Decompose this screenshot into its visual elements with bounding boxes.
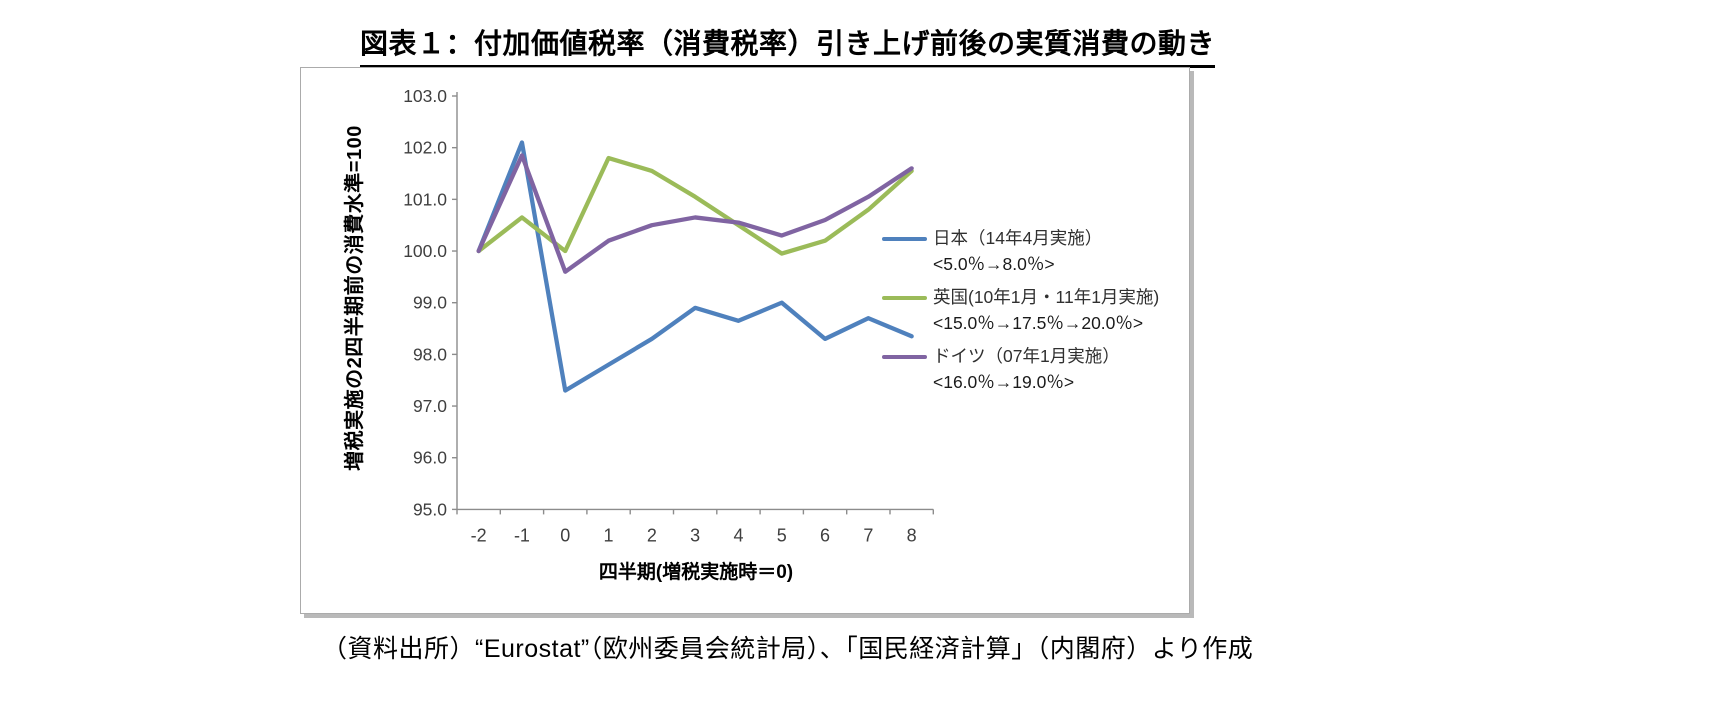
x-tick-label: -1 <box>514 525 530 545</box>
y-tick-label: 96.0 <box>413 448 447 468</box>
x-tick-label: 2 <box>647 525 657 545</box>
x-tick-label: 4 <box>733 525 743 545</box>
y-tick-label: 97.0 <box>413 396 447 416</box>
x-tick-label: 1 <box>604 525 614 545</box>
chart-container: 103.0 102.0 101.0 100.0 99.0 98.0 97.0 96.0 95.0… <box>300 67 1190 614</box>
line-chart: 103.0 102.0 101.0 100.0 99.0 98.0 97.0 96.0 95.0… <box>403 86 934 545</box>
series-line-germany <box>476 153 914 274</box>
x-tick-label: 8 <box>907 525 917 545</box>
legend-rate-change-label: <15.0％→17.5％→20.0％> <box>933 313 1144 333</box>
legend-label: 英国(10年1月・11年1月実施) <box>933 287 1160 307</box>
legend-item-germany: ドイツ（07年1月実施） <16.0％→19.0％> <box>882 343 1182 395</box>
legend-item-uk: 英国(10年1月・11年1月実施) <15.0％→17.5％→20.0％> <box>882 284 1182 336</box>
legend-rate-change-label: <5.0％→8.0％> <box>933 254 1055 274</box>
series-line-japan <box>476 140 914 393</box>
y-tick-label: 101.0 <box>403 189 447 209</box>
legend-label: 日本（14年4月実施） <box>933 228 1103 248</box>
y-tick-label: 99.0 <box>413 293 447 313</box>
legend-line-swatch <box>882 355 927 359</box>
x-axis-title: 四半期(増税実施時＝0) <box>598 562 794 583</box>
x-tick-label: 5 <box>777 525 787 545</box>
y-tick-label: 100.0 <box>403 241 447 261</box>
x-tick-label: 3 <box>690 525 700 545</box>
y-tick-label: 95.0 <box>413 499 447 519</box>
legend-item-japan: 日本（14年4月実施） <5.0％→8.0％> <box>882 225 1182 277</box>
y-tick-label: 98.0 <box>413 344 447 364</box>
x-tick-label: 6 <box>820 525 830 545</box>
y-axis-title: 増税実施の2四半期前の消費水準=100 <box>344 125 366 471</box>
legend-label: ドイツ（07年1月実施） <box>933 346 1120 366</box>
x-tick-label: -2 <box>471 525 487 545</box>
legend-line-swatch <box>882 296 927 300</box>
figure-title: 図表１：付加価値税率（消費税率）引き上げ前後の実質消費の動き <box>360 22 1216 68</box>
legend-line-swatch <box>882 237 927 241</box>
legend-rate-change-label: <16.0％→19.0％> <box>933 372 1075 392</box>
y-tick-label: 103.0 <box>403 86 447 106</box>
y-tick-label: 102.0 <box>403 138 447 158</box>
x-tick-label: 0 <box>560 525 570 545</box>
legend: 日本（14年4月実施） <5.0％→8.0％> 英国(10年1月・11年1月実施) <… <box>882 225 1182 402</box>
x-tick-label: 7 <box>863 525 873 545</box>
source-note: （資料出所）“Eurostat”（欧州委員会統計局）、「国民経済計算」（内閣府）… <box>322 635 1254 663</box>
series-line-uk <box>476 155 914 256</box>
